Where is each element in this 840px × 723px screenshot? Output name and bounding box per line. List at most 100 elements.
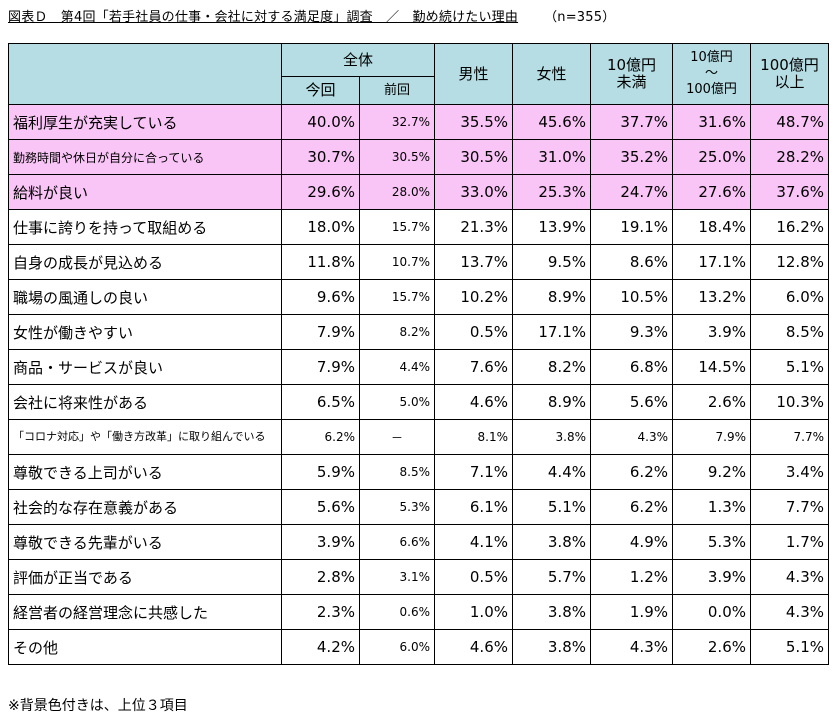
value-cell: 7.9% (281, 349, 360, 385)
value-cell: 7.1% (434, 454, 513, 490)
value-cell: 4.1% (434, 524, 513, 560)
value-cell: 3.8% (512, 629, 591, 665)
value-cell: 0.6% (359, 594, 435, 630)
table-row: 女性が働きやすい 7.9% 8.2% 0.5% 17.1% 9.3% 3.9% 8.5% (8, 314, 829, 350)
value-cell: 2.6% (672, 384, 751, 420)
value-cell: 10.5% (590, 279, 673, 315)
value-cell: 0.5% (434, 559, 513, 595)
value-cell: 8.6% (590, 244, 673, 280)
row-label: 経営者の経営理念に共感した (8, 594, 282, 630)
value-cell: － (359, 419, 435, 455)
value-cell: 10.3% (750, 384, 829, 420)
value-cell: 31.0% (512, 139, 591, 175)
value-cell: 0.5% (434, 314, 513, 350)
row-label: 給料が良い (8, 174, 282, 210)
value-cell: 18.0% (281, 209, 360, 245)
value-cell: 6.0% (750, 279, 829, 315)
value-cell: 5.9% (281, 454, 360, 490)
value-cell: 9.3% (590, 314, 673, 350)
value-cell: 32.7% (359, 104, 435, 140)
value-cell: 40.0% (281, 104, 360, 140)
header-blank (8, 43, 282, 105)
value-cell: 13.7% (434, 244, 513, 280)
value-cell: 5.3% (672, 524, 751, 560)
value-cell: 6.8% (590, 349, 673, 385)
row-label: 会社に将来性がある (8, 384, 282, 420)
value-cell: 4.3% (590, 419, 673, 455)
value-cell: 35.5% (434, 104, 513, 140)
value-cell: 9.5% (512, 244, 591, 280)
value-cell: 8.5% (750, 314, 829, 350)
value-cell: 2.8% (281, 559, 360, 595)
row-label: 尊敬できる上司がいる (8, 454, 282, 490)
value-cell: 8.5% (359, 454, 435, 490)
value-cell: 1.7% (750, 524, 829, 560)
row-label: 商品・サービスが良い (8, 349, 282, 385)
value-cell: 28.2% (750, 139, 829, 175)
value-cell: 14.5% (672, 349, 751, 385)
value-cell: 13.2% (672, 279, 751, 315)
value-cell: 6.2% (590, 489, 673, 525)
table-row: 職場の風通しの良い 9.6% 15.7% 10.2% 8.9% 10.5% 13.2% 6.0… (8, 279, 829, 315)
value-cell: 6.2% (281, 419, 360, 455)
value-cell: 19.1% (590, 209, 673, 245)
value-cell: 21.3% (434, 209, 513, 245)
header-mid-company: 10億円～ 100億円 (672, 43, 751, 105)
row-label: 「コロナ対応」や「働き方改革」に取り組んでいる (8, 419, 282, 455)
header-small-company: 10億円 未満 (590, 43, 673, 105)
value-cell: 31.6% (672, 104, 751, 140)
value-cell: 7.9% (672, 419, 751, 455)
value-cell: 4.9% (590, 524, 673, 560)
value-cell: 33.0% (434, 174, 513, 210)
table-row: 経営者の経営理念に共感した 2.3% 0.6% 1.0% 3.8% 1.9% 0.0% 4.3… (8, 594, 829, 630)
value-cell: 16.2% (750, 209, 829, 245)
value-cell: 3.9% (672, 314, 751, 350)
value-cell: 6.2% (590, 454, 673, 490)
value-cell: 6.6% (359, 524, 435, 560)
value-cell: 9.6% (281, 279, 360, 315)
value-cell: 4.3% (750, 594, 829, 630)
value-cell: 8.9% (512, 384, 591, 420)
value-cell: 8.2% (512, 349, 591, 385)
table-row: 商品・サービスが良い 7.9% 4.4% 7.6% 8.2% 6.8% 14.5% 5.1% (8, 349, 829, 385)
row-label: 女性が働きやすい (8, 314, 282, 350)
table-title: 図表Ｄ 第4回「若手社員の仕事・会社に対する満足度」調査 ／ 勤め続けたい理由 （… (8, 6, 615, 25)
title-main: 図表Ｄ 第4回「若手社員の仕事・会社に対する満足度」調査 ／ 勤め続けたい理由 (8, 10, 519, 25)
value-cell: 4.6% (434, 629, 513, 665)
value-cell: 45.6% (512, 104, 591, 140)
header-previous: 前回 (359, 76, 435, 105)
table-body: 福利厚生が充実している 40.0% 32.7% 35.5% 45.6% 37.7% 31.6… (8, 104, 829, 665)
value-cell: 7.9% (281, 314, 360, 350)
value-cell: 5.0% (359, 384, 435, 420)
value-cell: 1.2% (590, 559, 673, 595)
value-cell: 7.6% (434, 349, 513, 385)
header-male: 男性 (434, 43, 513, 105)
value-cell: 2.6% (672, 629, 751, 665)
value-cell: 8.1% (434, 419, 513, 455)
row-label: 評価が正当である (8, 559, 282, 595)
value-cell: 25.0% (672, 139, 751, 175)
row-label: 福利厚生が充実している (8, 104, 282, 140)
value-cell: 3.1% (359, 559, 435, 595)
value-cell: 27.6% (672, 174, 751, 210)
table-row: 仕事に誇りを持って取組める 18.0% 15.7% 21.3% 13.9% 19.1% 18… (8, 209, 829, 245)
value-cell: 3.9% (672, 559, 751, 595)
value-cell: 4.2% (281, 629, 360, 665)
value-cell: 0.0% (672, 594, 751, 630)
header-large-company: 100億円 以上 (750, 43, 829, 105)
value-cell: 10.7% (359, 244, 435, 280)
row-label: 尊敬できる先輩がいる (8, 524, 282, 560)
value-cell: 6.0% (359, 629, 435, 665)
value-cell: 6.1% (434, 489, 513, 525)
value-cell: 5.7% (512, 559, 591, 595)
value-cell: 15.7% (359, 209, 435, 245)
value-cell: 13.9% (512, 209, 591, 245)
value-cell: 30.7% (281, 139, 360, 175)
value-cell: 5.1% (750, 349, 829, 385)
table-row: 評価が正当である 2.8% 3.1% 0.5% 5.7% 1.2% 3.9% 4.3% (8, 559, 829, 595)
table-row: 社会的な存在意義がある 5.6% 5.3% 6.1% 5.1% 6.2% 1.3% 7.7% (8, 489, 829, 525)
value-cell: 24.7% (590, 174, 673, 210)
table-row: その他 4.2% 6.0% 4.6% 3.8% 4.3% 2.6% 5.1% (8, 629, 829, 665)
value-cell: 17.1% (672, 244, 751, 280)
table-row: 福利厚生が充実している 40.0% 32.7% 35.5% 45.6% 37.7% 31.6… (8, 104, 829, 140)
